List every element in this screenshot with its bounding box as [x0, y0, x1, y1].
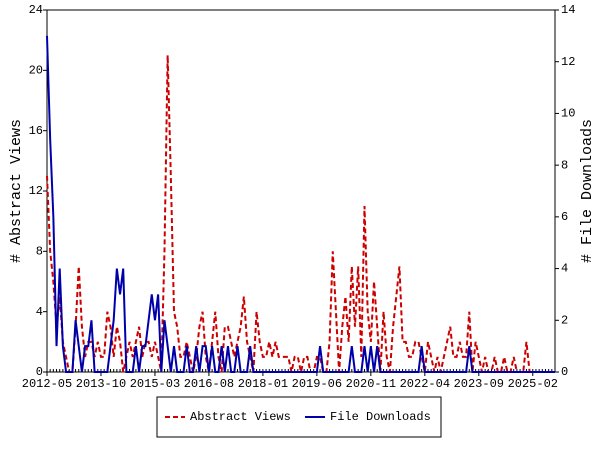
y-tick-label: 8	[36, 245, 43, 259]
legend-label: File Downloads	[330, 410, 431, 424]
y-tick-label: 12	[29, 184, 43, 198]
y2-axis-title: # File Downloads	[579, 119, 596, 263]
y2-tick-label: 6	[561, 210, 568, 224]
x-tick-label: 2018-01	[238, 377, 288, 391]
y2-tick-label: 4	[561, 262, 568, 276]
y2-tick-label: 10	[561, 107, 575, 121]
y-axis-title: # Abstract Views	[8, 119, 25, 263]
legend-box	[156, 396, 442, 438]
x-tick-label: 2013-10	[76, 377, 126, 391]
x-tick-label: 2025-02	[508, 377, 558, 391]
y2-tick-label: 2	[561, 313, 568, 327]
x-tick-label: 2015-03	[130, 377, 180, 391]
series-line	[46, 35, 555, 373]
y-tick-label: 0	[36, 365, 43, 379]
x-tick-label: 2012-05	[22, 377, 72, 391]
y2-tick-label: 12	[561, 55, 575, 69]
y2-tick-label: 14	[561, 3, 575, 17]
x-tick-label: 2016-08	[184, 377, 234, 391]
plot-frame	[46, 9, 556, 373]
y2-tick-label: 8	[561, 158, 568, 172]
y-tick-label: 24	[29, 3, 43, 17]
legend-label: Abstract Views	[190, 410, 291, 424]
series-line	[46, 55, 555, 373]
y2-tick-label: 0	[561, 365, 568, 379]
x-tick-label: 2022-04	[400, 377, 450, 391]
y-tick-label: 20	[29, 64, 43, 78]
x-tick-label: 2023-09	[454, 377, 504, 391]
x-tick-label: 2019-06	[292, 377, 342, 391]
y-tick-label: 16	[29, 124, 43, 138]
y-tick-label: 4	[36, 305, 43, 319]
x-tick-label: 2020-11	[346, 377, 396, 391]
